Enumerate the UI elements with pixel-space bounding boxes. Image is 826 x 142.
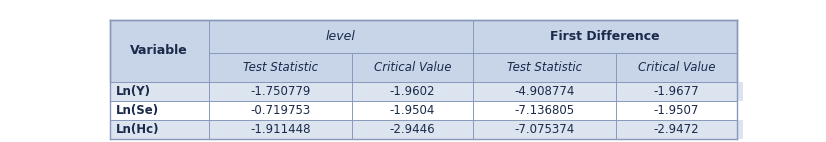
Text: Critical Value: Critical Value <box>373 61 451 74</box>
Bar <box>472 53 616 82</box>
Text: -4.908774: -4.908774 <box>515 85 575 98</box>
Text: Ln(Y): Ln(Y) <box>116 85 151 98</box>
Text: First Difference: First Difference <box>550 30 660 43</box>
Bar <box>110 120 743 139</box>
Text: Ln(Hc): Ln(Hc) <box>116 123 159 136</box>
Text: -1.9504: -1.9504 <box>390 104 435 117</box>
Text: Ln(Se): Ln(Se) <box>116 104 159 117</box>
Text: Test Statistic: Test Statistic <box>243 61 318 74</box>
Bar <box>209 20 472 53</box>
Text: -2.9446: -2.9446 <box>390 123 435 136</box>
Bar <box>472 20 737 53</box>
Text: -1.911448: -1.911448 <box>250 123 311 136</box>
Text: -7.136805: -7.136805 <box>515 104 574 117</box>
Text: -1.9677: -1.9677 <box>653 85 700 98</box>
Text: Variable: Variable <box>131 44 188 57</box>
Text: -2.9472: -2.9472 <box>653 123 700 136</box>
Bar <box>110 20 209 82</box>
Text: level: level <box>325 30 356 43</box>
Bar <box>616 53 737 82</box>
Text: -1.9602: -1.9602 <box>390 85 435 98</box>
Text: -1.9507: -1.9507 <box>653 104 699 117</box>
Text: Critical Value: Critical Value <box>638 61 715 74</box>
Bar <box>110 101 743 120</box>
Bar <box>110 82 743 101</box>
Bar <box>352 53 472 82</box>
Text: -0.719753: -0.719753 <box>250 104 311 117</box>
Bar <box>209 53 352 82</box>
Text: -7.075374: -7.075374 <box>515 123 575 136</box>
Text: -1.750779: -1.750779 <box>250 85 311 98</box>
Text: Test Statistic: Test Statistic <box>507 61 582 74</box>
